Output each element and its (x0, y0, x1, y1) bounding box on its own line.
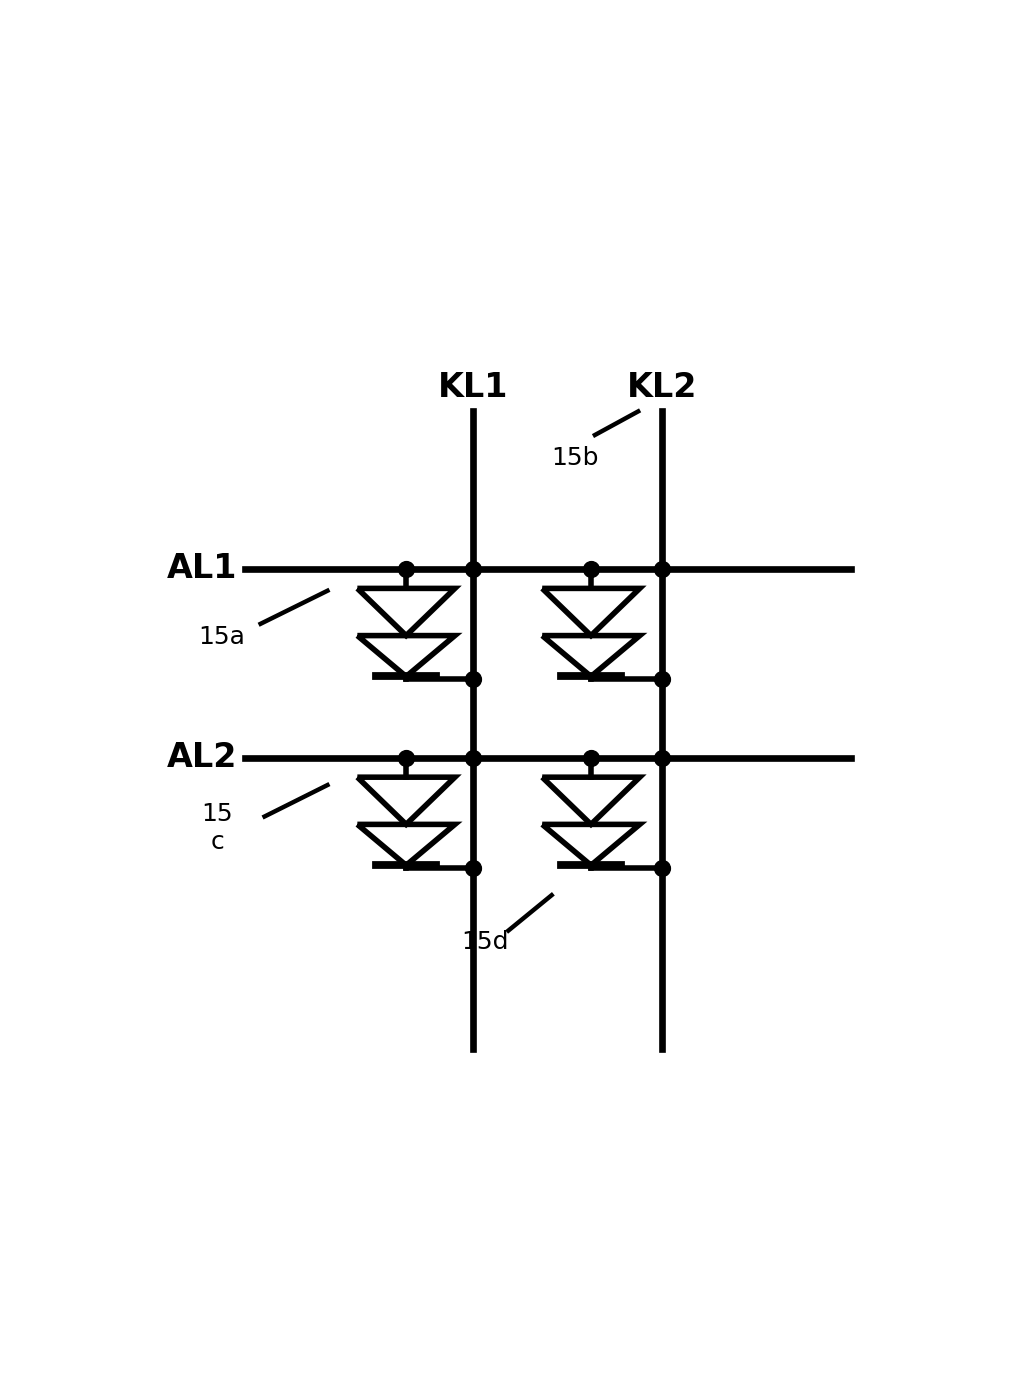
Point (465, 668, 481, 690)
Point (465, 747, 481, 769)
Point (654, 747, 670, 769)
Point (398, 558, 414, 580)
Text: KL2: KL2 (626, 370, 697, 403)
Point (583, 747, 599, 769)
Point (654, 558, 670, 580)
Text: 15d: 15d (461, 931, 509, 954)
Point (398, 747, 414, 769)
Point (654, 857, 670, 879)
Text: 15a: 15a (198, 625, 245, 650)
Text: AL2: AL2 (166, 741, 236, 773)
Point (583, 558, 599, 580)
Text: 15
c: 15 c (202, 803, 233, 854)
Point (654, 668, 670, 690)
Text: KL1: KL1 (437, 370, 509, 403)
Point (465, 857, 481, 879)
Point (465, 558, 481, 580)
Text: 15b: 15b (551, 447, 599, 470)
Text: AL1: AL1 (166, 552, 236, 586)
